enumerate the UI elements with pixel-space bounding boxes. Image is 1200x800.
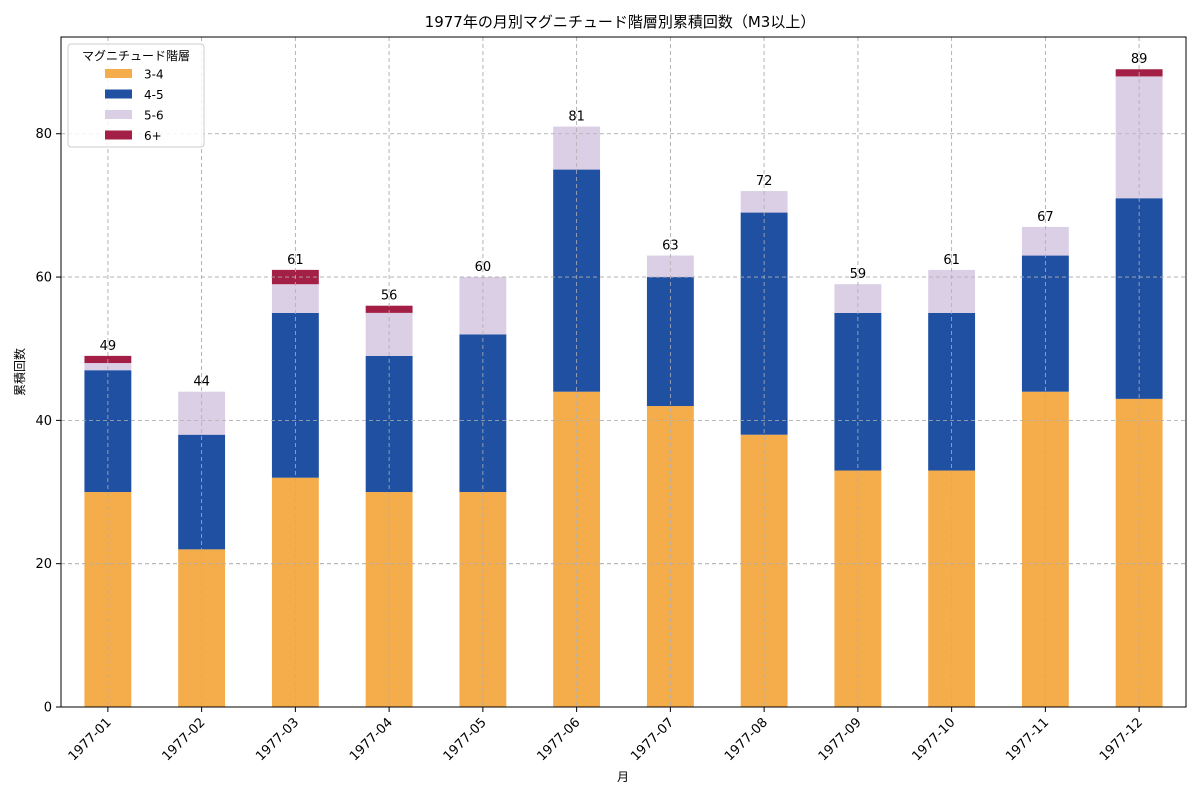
x-tick-label: 1977-06: [534, 715, 583, 764]
x-axis-label: 月: [617, 770, 629, 784]
legend-swatch-6+: [105, 130, 132, 140]
legend-label-5-6: 5-6: [144, 109, 164, 123]
data-label-total: 63: [662, 239, 679, 254]
data-label-total: 56: [381, 289, 398, 304]
x-tick-label: 1977-02: [159, 715, 208, 764]
data-label-total: 49: [100, 339, 117, 354]
data-label-total: 61: [943, 253, 960, 268]
data-label-total: 60: [475, 260, 492, 275]
legend: マグニチュード階層 3-4 4-5 5-6 6+: [67, 43, 205, 148]
data-label-total: 67: [1037, 210, 1054, 225]
bar-segment-5-6: [178, 391, 226, 435]
legend-swatch-5-6: [105, 110, 132, 119]
x-tick-label: 1977-12: [1097, 715, 1146, 764]
data-labels: 49 44 61 56 60 81 63 72 59 61 67 89: [100, 52, 1148, 389]
plot-frame: [60, 36, 1187, 708]
bar-segment-4-5: [553, 169, 601, 392]
x-tick-label: 1977-01: [66, 715, 115, 764]
data-label-total: 72: [756, 174, 773, 189]
data-label-total: 81: [568, 110, 585, 125]
y-tick-label: 20: [35, 557, 52, 572]
data-label-total: 59: [850, 267, 867, 282]
data-label-total: 61: [287, 253, 304, 268]
bar-segment-6+: [365, 305, 413, 313]
legend-label-6+: 6+: [144, 129, 162, 143]
bar-segment-4-5: [459, 334, 507, 493]
x-tick-label: 1977-05: [441, 715, 490, 764]
y-axis-label: 累積回数: [12, 348, 27, 396]
x-axis-ticks: 1977-01 1977-02 1977-03 1977-04 1977-05 1977-…: [66, 707, 1146, 764]
legend-title: マグニチュード階層: [82, 48, 190, 63]
x-tick-label: 1977-08: [722, 715, 771, 764]
chart-title: 1977年の月別マグニチュード階層別累積回数（M3以上）: [425, 13, 816, 31]
legend-box: [67, 43, 205, 148]
x-tick-label: 1977-07: [628, 715, 677, 764]
x-tick-label: 1977-11: [1003, 715, 1052, 764]
y-tick-label: 60: [35, 271, 52, 286]
bars: [61, 37, 1186, 707]
y-tick-label: 40: [35, 414, 52, 429]
grid: [61, 37, 1186, 707]
y-axis-ticks: 0 20 40 60 80: [35, 127, 61, 716]
x-tick-label: 1977-09: [816, 715, 865, 764]
y-tick-label: 80: [35, 127, 52, 142]
legend-label-4-5: 4-5: [144, 88, 164, 102]
legend-label-3-4: 3-4: [144, 68, 164, 82]
y-tick-label: 0: [44, 701, 52, 716]
x-tick-label: 1977-03: [253, 715, 302, 764]
data-label-total: 89: [1131, 52, 1148, 67]
bar-segment-5-6: [646, 255, 694, 278]
data-label-total: 44: [193, 375, 210, 390]
x-tick-label: 1977-04: [347, 715, 396, 764]
x-tick-label: 1977-10: [909, 715, 958, 764]
legend-swatch-4-5: [105, 89, 132, 99]
legend-swatch-3-4: [105, 69, 132, 78]
